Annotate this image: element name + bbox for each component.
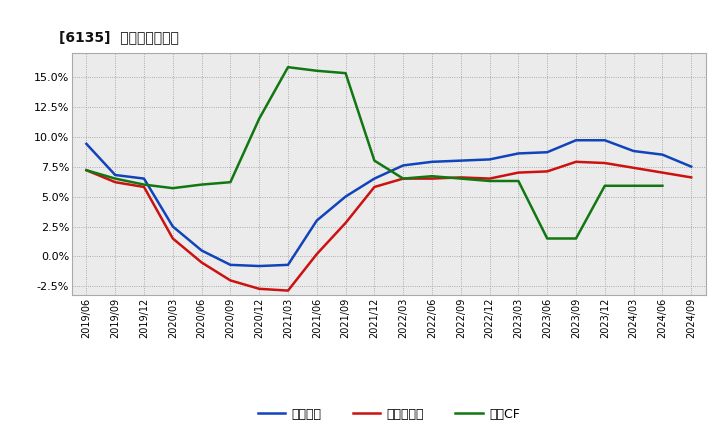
経常利益	[197, 248, 206, 253]
当期純利益	[140, 184, 148, 190]
経常利益	[600, 138, 609, 143]
当期純利益	[197, 260, 206, 265]
当期純利益	[312, 251, 321, 257]
営業CF	[428, 173, 436, 179]
営業CF	[600, 183, 609, 188]
営業CF	[658, 183, 667, 188]
経常利益	[629, 148, 638, 154]
当期純利益	[687, 175, 696, 180]
営業CF	[82, 168, 91, 173]
営業CF	[456, 176, 465, 181]
経常利益	[572, 138, 580, 143]
営業CF	[514, 178, 523, 183]
Text: [6135]  マージンの推移: [6135] マージンの推移	[59, 31, 179, 45]
経常利益	[687, 164, 696, 169]
営業CF	[341, 70, 350, 76]
当期純利益	[255, 286, 264, 291]
営業CF	[168, 186, 177, 191]
当期純利益	[82, 168, 91, 173]
営業CF	[485, 178, 494, 183]
当期純利益	[226, 278, 235, 283]
Line: 経常利益: 経常利益	[86, 140, 691, 266]
当期純利益	[658, 170, 667, 175]
営業CF	[629, 183, 638, 188]
当期純利益	[572, 159, 580, 165]
経常利益	[514, 151, 523, 156]
営業CF	[312, 68, 321, 73]
Legend: 経常利益, 当期純利益, 営業CF: 経常利益, 当期純利益, 営業CF	[253, 403, 525, 425]
経常利益	[428, 159, 436, 165]
営業CF	[284, 65, 292, 70]
営業CF	[140, 182, 148, 187]
経常利益	[168, 224, 177, 229]
当期純利益	[629, 165, 638, 170]
当期純利益	[284, 288, 292, 293]
経常利益	[399, 163, 408, 168]
Line: 当期純利益: 当期純利益	[86, 162, 691, 290]
当期純利益	[111, 180, 120, 185]
営業CF	[197, 182, 206, 187]
経常利益	[341, 194, 350, 199]
当期純利益	[456, 175, 465, 180]
経常利益	[140, 176, 148, 181]
当期純利益	[428, 176, 436, 181]
営業CF	[370, 158, 379, 163]
当期純利益	[543, 169, 552, 174]
当期純利益	[514, 170, 523, 175]
経常利益	[226, 262, 235, 268]
経常利益	[255, 264, 264, 269]
営業CF	[226, 180, 235, 185]
当期純利益	[341, 220, 350, 226]
営業CF	[543, 236, 552, 241]
経常利益	[658, 152, 667, 157]
経常利益	[284, 262, 292, 268]
経常利益	[82, 141, 91, 147]
営業CF	[111, 176, 120, 181]
当期純利益	[485, 176, 494, 181]
営業CF	[255, 116, 264, 121]
経常利益	[370, 176, 379, 181]
Line: 営業CF: 営業CF	[86, 67, 662, 238]
当期純利益	[370, 184, 379, 190]
経常利益	[111, 172, 120, 178]
営業CF	[572, 236, 580, 241]
当期純利益	[600, 160, 609, 165]
当期純利益	[399, 176, 408, 181]
経常利益	[543, 150, 552, 155]
経常利益	[485, 157, 494, 162]
営業CF	[399, 176, 408, 181]
経常利益	[456, 158, 465, 163]
当期純利益	[168, 236, 177, 241]
経常利益	[312, 218, 321, 223]
